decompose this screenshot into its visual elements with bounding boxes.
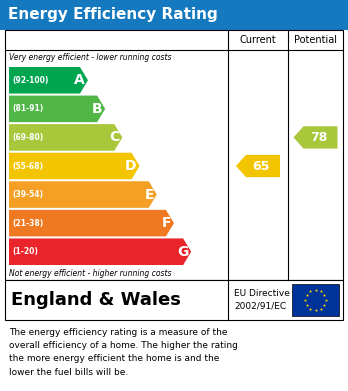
Polygon shape (9, 210, 174, 237)
Text: E: E (144, 188, 154, 202)
Bar (0, 0, 348, 30)
Polygon shape (236, 155, 280, 177)
Text: (39-54): (39-54) (12, 190, 43, 199)
Text: Not energy efficient - higher running costs: Not energy efficient - higher running co… (9, 269, 172, 278)
Bar (292, 284, 339, 316)
Text: (69-80): (69-80) (12, 133, 43, 142)
Text: (92-100): (92-100) (12, 76, 48, 85)
Polygon shape (9, 67, 88, 93)
Polygon shape (9, 181, 157, 208)
Text: G: G (177, 245, 188, 259)
Text: (1-20): (1-20) (12, 247, 38, 256)
Bar (5, 280, 343, 320)
Polygon shape (293, 126, 338, 149)
Text: (81-91): (81-91) (12, 104, 43, 113)
Text: F: F (161, 216, 171, 230)
Text: England & Wales: England & Wales (11, 291, 181, 309)
Text: Energy Efficiency Rating: Energy Efficiency Rating (8, 7, 218, 23)
Bar (5, 30, 343, 280)
Text: 65: 65 (252, 160, 270, 172)
Polygon shape (9, 239, 191, 265)
Text: (21-38): (21-38) (12, 219, 43, 228)
Polygon shape (9, 95, 105, 122)
Text: Very energy efficient - lower running costs: Very energy efficient - lower running co… (9, 54, 172, 63)
Text: (55-68): (55-68) (12, 161, 43, 170)
Text: EU Directive
2002/91/EC: EU Directive 2002/91/EC (234, 289, 290, 311)
Text: Current: Current (240, 35, 276, 45)
Text: B: B (92, 102, 102, 116)
Text: Potential: Potential (294, 35, 337, 45)
Text: A: A (74, 73, 85, 87)
Text: D: D (125, 159, 136, 173)
Text: The energy efficiency rating is a measure of the
overall efficiency of a home. T: The energy efficiency rating is a measur… (9, 328, 238, 377)
Text: C: C (109, 131, 119, 144)
Polygon shape (9, 124, 122, 151)
Polygon shape (9, 153, 140, 179)
Text: 78: 78 (310, 131, 327, 144)
